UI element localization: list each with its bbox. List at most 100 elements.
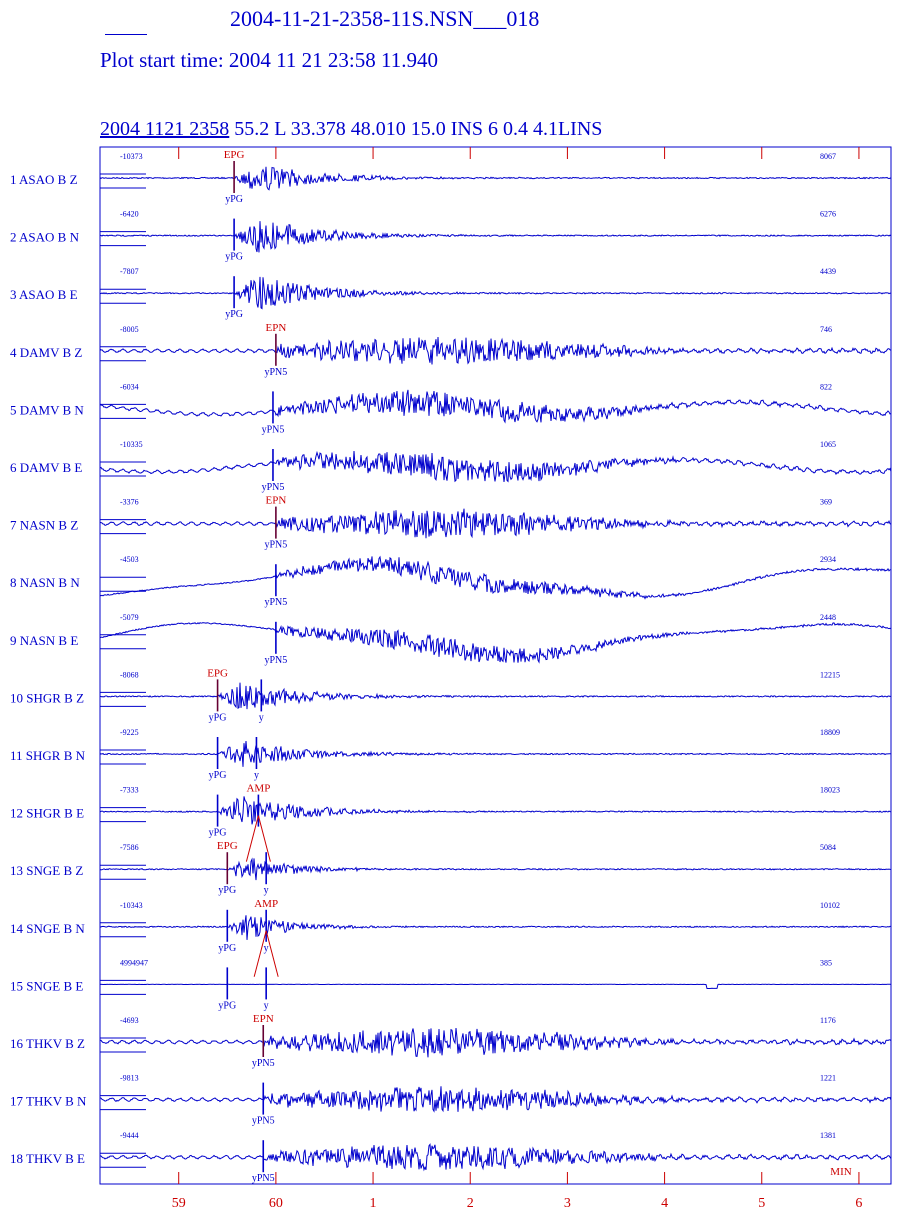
waveform-trace: [99, 622, 892, 664]
channel-label: 5 DAMV B N: [10, 402, 84, 417]
amp-marker-left: [253, 930, 267, 977]
pick-mark: yPN5: [262, 424, 285, 435]
pick-mark: y: [264, 1000, 269, 1011]
phase-label: EPN: [265, 322, 286, 334]
waveform-trace: [99, 1143, 892, 1172]
pick-mark: yPN5: [264, 655, 287, 666]
pick-mark: yPN5: [252, 1058, 275, 1069]
x-tick-label: 60: [269, 1196, 283, 1211]
channel-label: 1 ASAO B Z: [10, 172, 78, 187]
waveform-trace: [99, 508, 892, 539]
channel-max-value: 5084: [820, 843, 836, 852]
pick-mark: yPG: [225, 252, 243, 263]
channel-label: 4 DAMV B Z: [10, 345, 82, 360]
channel-label: 3 ASAO B E: [10, 287, 78, 302]
waveform-trace: [99, 915, 891, 940]
pick-mark: yPN5: [262, 482, 285, 493]
channel-max-value: 18023: [820, 786, 840, 795]
x-tick-label: 6: [855, 1196, 862, 1211]
phase-label: EPG: [217, 840, 238, 852]
channel-min-value: -10343: [120, 901, 143, 910]
phase-label: EPG: [207, 667, 228, 679]
channel-max-value: 12215: [820, 670, 840, 679]
waveform-trace: [99, 389, 892, 424]
pick-mark: yPG: [225, 309, 243, 320]
channel-max-value: 8067: [820, 152, 836, 161]
channel-min-value: -7807: [120, 267, 139, 276]
waveform-trace: [99, 983, 892, 989]
waveform-trace: [99, 796, 892, 825]
channel-min-value: -7333: [120, 786, 139, 795]
channel-label: 12 SHGR B E: [10, 806, 84, 821]
waveform-trace: [99, 166, 892, 191]
pick-mark: yPN5: [264, 540, 287, 551]
channel-min-value: -9444: [120, 1131, 139, 1140]
x-tick-label: 1: [370, 1196, 377, 1211]
channel-min-value: 4994947: [120, 958, 148, 967]
x-tick-label: 4: [661, 1196, 668, 1211]
channel-max-value: 2934: [820, 555, 836, 564]
channel-min-value: -3376: [120, 498, 139, 507]
channel-max-value: 6276: [820, 210, 836, 219]
pick-mark: yPG: [218, 943, 236, 954]
x-tick-label: 59: [172, 1196, 186, 1211]
channel-min-value: -4693: [120, 1016, 139, 1025]
x-tick-label: 2: [467, 1196, 474, 1211]
channel-max-value: 746: [820, 325, 832, 334]
waveform-trace: [99, 555, 892, 600]
channel-max-value: 385: [820, 958, 832, 967]
channel-max-value: 2448: [820, 613, 836, 622]
channel-min-value: -6420: [120, 210, 139, 219]
pick-mark: y: [264, 943, 269, 954]
phase-label: EPG: [224, 149, 245, 161]
phase-label: EPN: [253, 1013, 274, 1025]
channel-min-value: -8068: [120, 670, 139, 679]
channel-min-value: -9813: [120, 1074, 139, 1083]
channel-max-value: 1221: [820, 1074, 836, 1083]
channel-max-value: 1065: [820, 440, 836, 449]
channel-label: 8 NASN B N: [10, 575, 80, 590]
x-tick-label: 3: [564, 1196, 571, 1211]
channel-label: 11 SHGR B N: [10, 748, 86, 763]
channel-min-value: -9225: [120, 728, 139, 737]
waveform-trace: [99, 336, 892, 365]
channel-max-value: 4439: [820, 267, 836, 276]
channel-max-value: 369: [820, 498, 832, 507]
title-underline: [105, 34, 147, 35]
channel-max-value: 1381: [820, 1131, 836, 1140]
pick-mark: yPN5: [252, 1116, 275, 1127]
phase-label: AMP: [254, 898, 278, 910]
waveform-trace: [99, 740, 892, 767]
pick-mark: yPG: [218, 1000, 236, 1011]
channel-min-value: -5079: [120, 613, 139, 622]
pick-mark: yPN5: [252, 1173, 275, 1184]
channel-min-value: -8005: [120, 325, 139, 334]
channel-label: 16 THKV B Z: [10, 1036, 85, 1051]
channel-max-value: 18809: [820, 728, 840, 737]
channel-label: 13 SNGE B Z: [10, 863, 83, 878]
plot-start-time: Plot start time: 2004 11 21 23:58 11.940: [100, 48, 438, 72]
channel-label: 10 SHGR B Z: [10, 690, 84, 705]
amp-marker-right: [265, 930, 279, 977]
channel-max-value: 822: [820, 382, 832, 391]
channel-max-value: 1176: [820, 1016, 836, 1025]
event-date: 2004 1121 2358: [100, 118, 230, 140]
pick-mark: yPN5: [264, 597, 287, 608]
waveform-trace: [99, 682, 892, 710]
channel-label: 2 ASAO B N: [10, 230, 80, 245]
channel-label: 17 THKV B N: [10, 1094, 87, 1109]
x-axis-label: MIN: [830, 1166, 851, 1178]
x-tick-label: 5: [758, 1196, 765, 1211]
channel-min-value: -6034: [120, 382, 139, 391]
channel-min-value: -7586: [120, 843, 139, 852]
pick-mark: y: [264, 885, 269, 896]
waveform-trace: [99, 1027, 892, 1058]
channel-min-value: -10373: [120, 152, 143, 161]
phase-label: AMP: [246, 783, 270, 795]
channel-max-value: 10102: [820, 901, 840, 910]
channel-min-value: -4503: [120, 555, 139, 564]
channel-label: 6 DAMV B E: [10, 460, 82, 475]
file-name: 2004-11-21-2358-11S.NSN___018: [230, 6, 540, 31]
waveform-trace: [99, 450, 892, 483]
